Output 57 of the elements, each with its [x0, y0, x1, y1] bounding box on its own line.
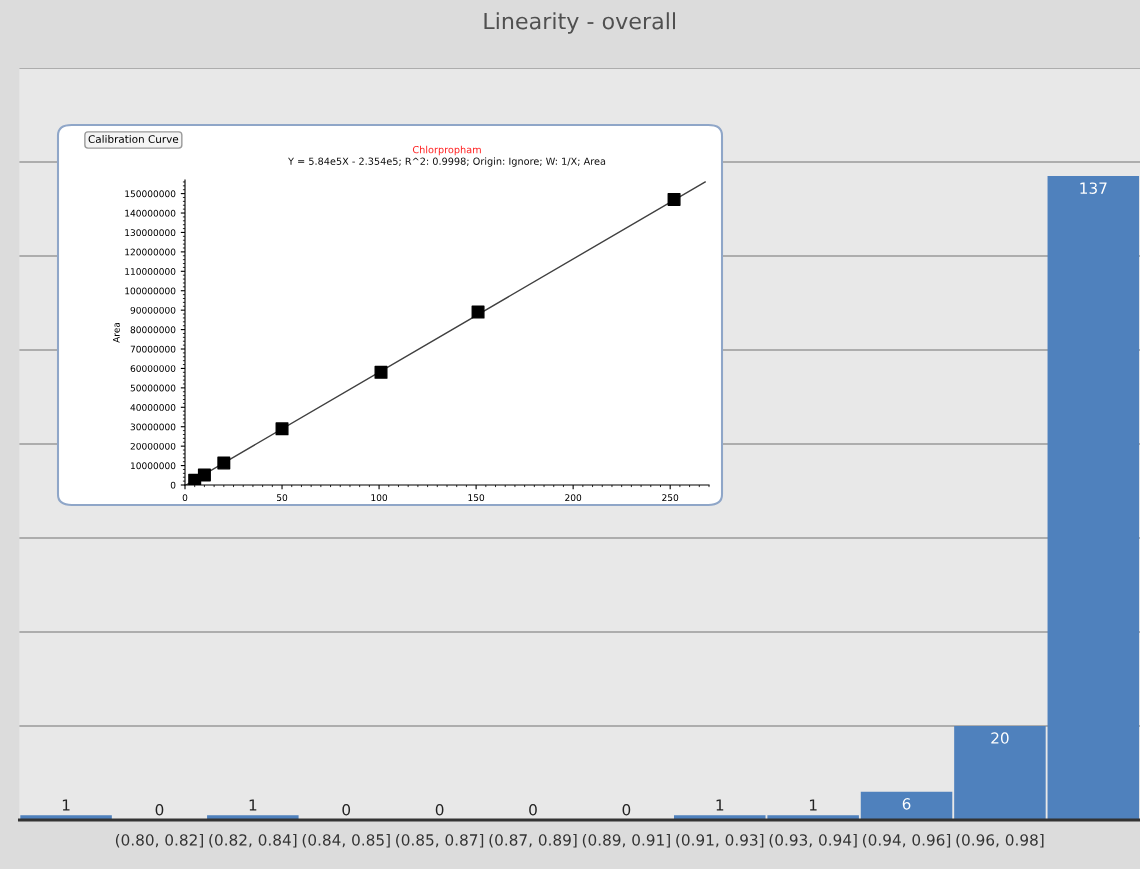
data-label: 1: [62, 799, 70, 811]
point: [471, 305, 485, 319]
y-axis-title: Area: [113, 322, 120, 343]
x-tick-label: 100: [371, 494, 388, 502]
annotation: Calibration Curve: [88, 134, 179, 144]
data-label: 0: [435, 803, 444, 816]
y-tick-label: 70000000: [130, 345, 176, 353]
x-tick-label: (0.91, 0.93]: [676, 833, 764, 848]
x-tick-label: 50: [276, 494, 288, 502]
y-tick-label: 140000000: [125, 209, 176, 217]
y-tick-label: 90000000: [130, 306, 176, 314]
point: [374, 365, 388, 379]
data-label: 20: [991, 732, 1009, 744]
point: [275, 422, 289, 436]
y-tick-label: 130000000: [125, 229, 176, 237]
x-tick-label: (0.82, 0.84]: [209, 833, 297, 848]
point: [197, 468, 211, 482]
x-tick-label: (0.84, 0.85]: [302, 833, 390, 848]
x-tick-label: (0.96, 0.98]: [956, 833, 1044, 848]
y-tick-label: 60000000: [130, 365, 176, 372]
x-tick-label: (0.93, 0.94]: [769, 833, 857, 848]
y-tick-label: 10000000: [131, 462, 176, 470]
x-tick-label: (0.80, 0.82]: [115, 833, 203, 848]
x-tick-label: (0.94, 0.96]: [863, 833, 951, 848]
x-tick-label: 250: [662, 494, 679, 502]
data-label: 6: [902, 798, 911, 810]
y-tick-label: 80000000: [130, 326, 176, 334]
y-tick-label: 150000000: [125, 190, 176, 198]
data-label: 1: [716, 799, 724, 811]
y-tick-label: 100000000: [125, 287, 176, 295]
x-tick-label: (0.89, 0.91]: [582, 833, 670, 848]
y-tick-label: 20000000: [130, 442, 176, 450]
x-tick-label: (0.87, 0.89]: [489, 833, 577, 848]
y-tick-label: 120000000: [125, 248, 176, 256]
point: [667, 192, 681, 206]
y-tick-label: 50000000: [130, 384, 176, 392]
x-tick-label: 200: [565, 494, 582, 502]
bar: [1047, 176, 1140, 820]
chart-subtitle: Y = 5.84e5X - 2.354e5; R^2: 0.9998; Origin: Ignore; W: 1/X; Area: [288, 157, 606, 167]
x-tick-label: (0.85, 0.87]: [396, 833, 484, 848]
x-tick-label: 0: [182, 494, 188, 502]
data-label: 1: [249, 799, 257, 811]
x-tick-label: 150: [468, 494, 485, 502]
point: [217, 456, 231, 470]
y-tick-label: 0: [170, 481, 176, 489]
data-label: 0: [622, 803, 631, 816]
data-label: 0: [342, 803, 351, 816]
chart-title: Linearity - overall: [484, 12, 675, 34]
data-label: 137: [1080, 182, 1107, 194]
y-tick-label: 30000000: [130, 423, 176, 431]
chart-title: Chlorpropham: [412, 145, 481, 156]
y-tick-label: 40000000: [130, 404, 176, 411]
data-label: 1: [809, 799, 817, 811]
bar: [954, 726, 1046, 820]
data-label: 0: [529, 803, 537, 816]
y-tick-label: 110000000: [125, 268, 176, 275]
bar: [860, 791, 953, 820]
